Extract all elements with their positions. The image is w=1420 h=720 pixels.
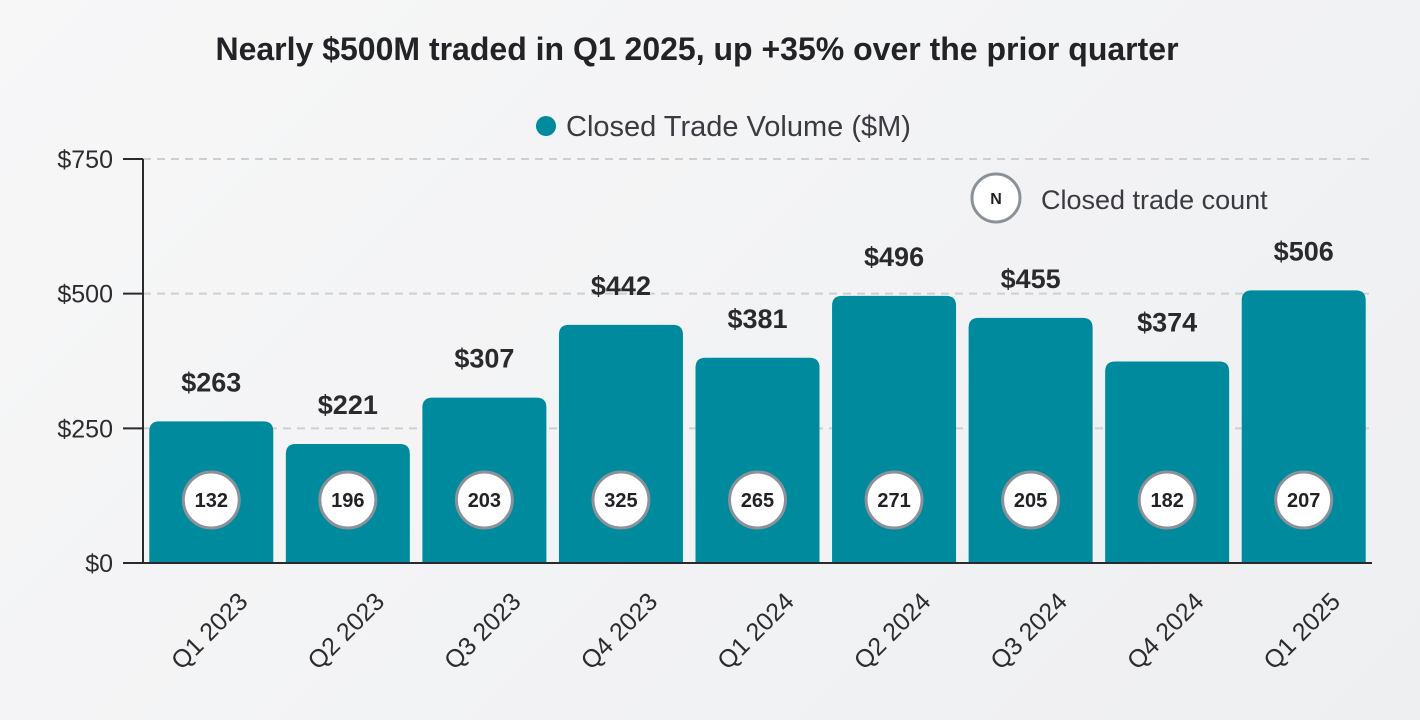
trade-count-badge (1274, 470, 1334, 530)
x-tick-label: Q2 2023 (302, 587, 390, 675)
trade-count-badge (864, 470, 924, 530)
bar (558, 324, 683, 563)
x-tick-label: Q2 2024 (849, 587, 937, 675)
trade-count-label: 207 (1287, 490, 1320, 512)
y-tick-label: $0 (85, 550, 113, 578)
bar (695, 357, 820, 563)
trade-count-label: 205 (1014, 490, 1047, 512)
bar (968, 317, 1093, 563)
trade-count-badge (454, 470, 514, 530)
trade-count-badge (1001, 470, 1061, 530)
x-tick-label: Q4 2024 (1122, 587, 1210, 675)
bar-value-label: $442 (591, 271, 651, 301)
legend-label: Closed Trade Volume ($M) (566, 111, 911, 143)
count-legend-symbol: N (990, 191, 1002, 208)
bar (832, 295, 957, 563)
bar-value-label: $455 (1001, 264, 1061, 294)
bar-value-label: $381 (727, 304, 787, 334)
x-tick-label: Q1 2024 (712, 587, 800, 675)
bar-value-label: $221 (318, 390, 378, 420)
legend-swatch (536, 116, 556, 136)
trade-count-label: 182 (1150, 490, 1183, 512)
x-tick-label: Q3 2023 (439, 587, 527, 675)
trade-count-badge (318, 470, 378, 530)
trade-count-label: 265 (741, 490, 774, 512)
bar-value-label: $263 (181, 367, 241, 397)
trade-count-label: 271 (877, 490, 910, 512)
bar-value-label: $496 (864, 242, 924, 272)
x-tick-label: Q3 2024 (985, 587, 1073, 675)
axes (123, 158, 1372, 564)
bar (1241, 290, 1366, 563)
x-tick-label: Q1 2023 (166, 587, 254, 675)
bars (149, 290, 1366, 563)
legend: Closed Trade Volume ($M) (536, 111, 911, 143)
x-tick-label: Q4 2023 (576, 587, 664, 675)
count-legend-label: Closed trade count (1041, 185, 1268, 215)
count-legend-badge (970, 172, 1022, 224)
trade-count-label: 325 (604, 490, 637, 512)
bar-value-label: $506 (1274, 236, 1334, 266)
bar (1105, 361, 1230, 563)
y-tick-label: $250 (57, 415, 113, 443)
trade-count-badge (728, 470, 787, 530)
trade-count-badge (181, 470, 241, 530)
y-tick-label: $500 (57, 281, 113, 309)
x-tick-label: Q1 2025 (1258, 587, 1346, 675)
trade-count-badge (591, 470, 651, 530)
bar-value-label: $307 (454, 344, 514, 374)
chart-title: Nearly $500M traded in Q1 2025, up +35% … (215, 31, 1178, 67)
trade-count-badge (1137, 470, 1197, 530)
trade-count-label: 132 (195, 490, 228, 512)
count-legend: N Closed trade count (970, 172, 1268, 224)
bar-value-label: $374 (1137, 308, 1197, 338)
trade-count-label: 196 (331, 490, 364, 512)
trade-count-label: 203 (468, 490, 501, 512)
y-tick-label: $750 (57, 146, 113, 174)
